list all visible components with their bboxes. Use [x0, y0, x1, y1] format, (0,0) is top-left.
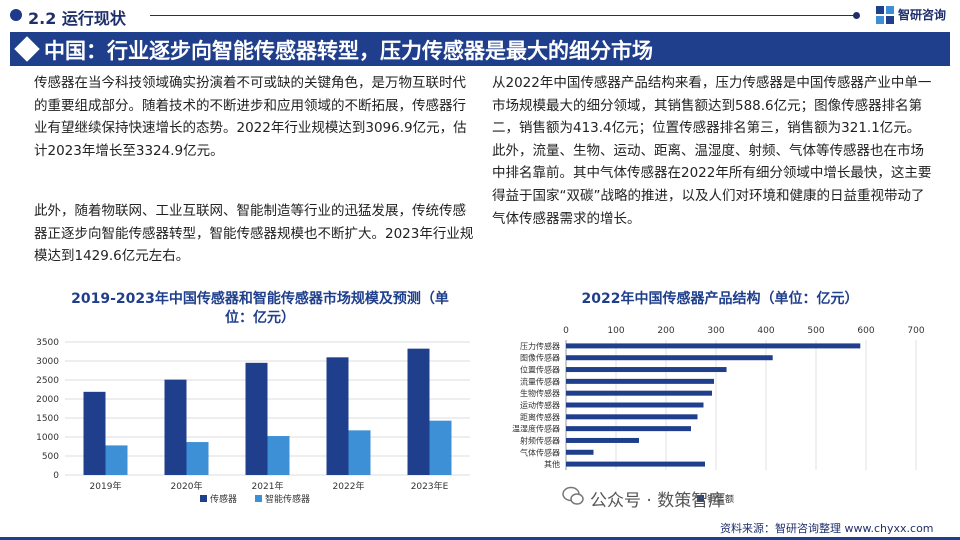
chart1-y-tick-label: 3500: [36, 338, 59, 348]
wechat-icon: [562, 486, 584, 505]
chart1-bar-sensor: [83, 391, 106, 475]
chart1-y-tick-label: 2500: [36, 376, 59, 386]
banner-title: 中国：行业逐步向智能传感器转型，压力传感器是最大的细分市场: [44, 39, 653, 63]
chart1-bar-sensor: [407, 348, 430, 475]
chart2-bar: [566, 449, 594, 455]
chart2-bar: [566, 378, 714, 384]
source-note: 资料来源：智研咨询整理 www.chyxx.com: [720, 522, 934, 535]
chart1-y-tick-label: 1000: [36, 433, 59, 443]
chart2-bar: [566, 390, 712, 396]
section-title: 2.2 运行现状: [28, 9, 126, 28]
chart2-bar: [566, 355, 773, 361]
chart2-bar: [566, 461, 705, 467]
chart1-legend-label: 智能传感器: [265, 493, 310, 505]
chart1-x-tick-label: 2023年E: [411, 480, 449, 492]
header-divider: [150, 15, 855, 16]
bottom-bar: [0, 537, 960, 540]
chart2-bar: [566, 437, 639, 443]
chart2-bar: [566, 367, 727, 373]
paragraph-product-structure: 从2022年中国传感器产品结构来看，压力传感器是中国传感器产业中单一市场规模最大…: [492, 75, 932, 227]
paragraph-smart-sensor: 此外，随着物联网、工业互联网、智能制造等行业的迅猛发展，传统传感器正逐步向智能传…: [34, 203, 474, 265]
chart1-x-tick-label: 2020年: [171, 480, 203, 492]
watermark-text: 公众号 · 数策智库: [590, 491, 726, 511]
chart2-category-label: 压力传感器: [520, 341, 560, 351]
chart1-x-tick-label: 2021年: [252, 480, 284, 492]
chart1-bar-sensor: [164, 379, 187, 475]
chart1-legend-swatch: [255, 495, 262, 502]
chart2-bar: [566, 414, 698, 420]
chart1-x-tick-label: 2019年: [90, 480, 122, 492]
chart1-bar-sensor: [326, 357, 349, 475]
chart2-x-tick-label: 0: [563, 326, 569, 336]
chart2-category-label: 位置传感器: [520, 365, 560, 375]
chart1-y-tick-label: 3000: [36, 357, 59, 367]
chart2-category-label: 运动传感器: [520, 400, 560, 410]
chart2-category-label: 距离传感器: [520, 412, 560, 422]
chart2-x-tick-label: 600: [857, 326, 874, 336]
section-bullet-icon: [10, 9, 22, 21]
chart1-y-tick-label: 1500: [36, 414, 59, 424]
chart2-x-tick-label: 700: [907, 326, 924, 336]
chart1-bar-smart-sensor: [267, 436, 290, 475]
chart1-bar-smart-sensor: [105, 445, 128, 475]
chart1-bar-smart-sensor: [348, 430, 371, 475]
chart1-legend-label: 传感器: [210, 493, 237, 505]
chart1-y-tick-label: 2000: [36, 395, 59, 405]
title-banner: [10, 32, 950, 66]
chart2-x-tick-label: 100: [607, 326, 624, 336]
chart1-x-tick-label: 2022年: [333, 480, 365, 492]
chart2-category-label: 气体传感器: [520, 447, 560, 457]
chart1-title: 2019-2023年中国传感器和智能传感器市场规模及预测（单位：亿元）: [71, 291, 449, 326]
chart2-legend-label: 销售额: [707, 493, 734, 505]
chart1-legend-swatch: [200, 495, 207, 502]
chart2-bar: [566, 426, 691, 432]
divider-dot-icon: [853, 12, 860, 19]
chart2-x-tick-label: 200: [657, 326, 674, 336]
chart2-category-label: 流量传感器: [520, 376, 560, 386]
chart2-x-tick-label: 500: [807, 326, 824, 336]
chart2-category-label: 射频传感器: [520, 435, 560, 445]
chart1-y-tick-label: 500: [42, 452, 59, 462]
chart1-bar-sensor: [245, 362, 268, 475]
paragraph-market-size: 传感器在当今科技领域确实扮演着不可或缺的关键角色，是万物互联时代的重要组成部分。…: [34, 75, 467, 159]
chart2-x-tick-label: 300: [707, 326, 724, 336]
chart2-bar: [566, 402, 704, 408]
chart2-category-label: 温湿度传感器: [512, 424, 560, 434]
chart2-bar: [566, 343, 861, 349]
chart2-category-label: 其他: [544, 459, 560, 469]
chart2-x-tick-label: 400: [757, 326, 774, 336]
top-bar: 2.2 运行现状 智研咨询: [0, 0, 960, 30]
chart1-bar-smart-sensor: [186, 442, 209, 475]
chart2-legend-swatch: [697, 495, 704, 502]
chart2-title: 2022年中国传感器产品结构（单位：亿元）: [581, 291, 859, 307]
chart1-y-tick-label: 0: [53, 471, 59, 481]
logo-text: 智研咨询: [898, 8, 947, 22]
chart2-category-label: 图像传感器: [520, 353, 560, 363]
logo-icon: [876, 6, 894, 24]
chart1-bar-smart-sensor: [429, 420, 452, 475]
chart2-category-label: 生物传感器: [520, 388, 560, 398]
